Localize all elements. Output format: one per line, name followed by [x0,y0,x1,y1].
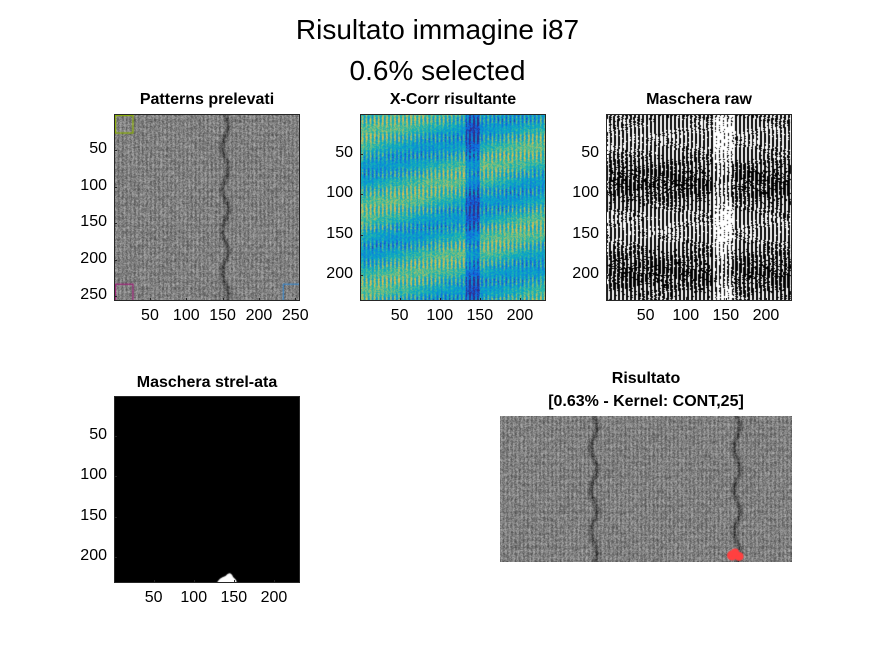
mask-raw-image [607,115,791,300]
y-tick-mark [360,153,363,155]
x-tick-mark [765,298,767,301]
y-tick-mark [114,556,117,558]
y-tick-label: 100 [80,466,107,484]
x-tick-label: 150 [209,307,236,324]
y-tick-mark [114,296,117,298]
y-tick-label: 150 [80,506,107,524]
x-tick-mark [193,580,195,583]
x-tick-mark [725,298,727,301]
y-tick-label: 100 [572,184,599,202]
y-tick-mark [360,194,363,196]
y-tick-label: 200 [80,249,107,267]
x-tick-label: 150 [220,589,248,606]
panel-title-xcorr: X-Corr risultante [389,91,517,108]
x-tick-label: 50 [390,307,409,324]
x-tick-label: 100 [172,307,200,324]
x-tick-label: 50 [144,589,163,606]
y-tick-label: 50 [335,143,353,161]
x-tick-label: 250 [281,307,309,324]
x-tick-mark [273,580,275,583]
x-tick-label: 50 [141,307,159,324]
panel-title-mask-raw: Maschera raw [646,91,752,108]
x-tick-mark [222,298,224,301]
x-tick-mark [645,298,647,301]
x-tick-label: 200 [752,307,780,324]
x-tick-label: 200 [260,589,288,606]
y-tick-label: 150 [326,224,353,242]
xcorr-image [361,115,545,300]
axes-mask-raw [606,114,792,301]
y-tick-mark [606,234,609,236]
axes-patterns [114,114,300,301]
x-tick-label: 200 [245,307,273,324]
y-tick-label: 50 [89,140,107,158]
y-tick-label: 150 [572,224,599,242]
x-tick-mark [399,298,401,301]
y-tick-label: 200 [80,546,107,564]
x-tick-label: 100 [180,589,208,606]
patterns-image [115,115,299,300]
y-tick-mark [114,186,117,188]
x-tick-label: 200 [506,307,534,324]
y-tick-mark [114,476,117,478]
x-tick-label: 100 [672,307,700,324]
y-tick-mark [114,435,117,437]
x-tick-mark [149,298,151,301]
axes-mask-strel [114,396,300,583]
y-tick-mark [360,274,363,276]
y-tick-label: 200 [572,264,599,282]
x-tick-label: 50 [636,307,655,324]
y-tick-mark [114,223,117,225]
x-tick-mark [295,298,297,301]
y-tick-label: 100 [80,176,107,194]
panel-title-result-line2: [0.63% - Kernel: CONT,25] [548,393,744,410]
y-tick-mark [606,274,609,276]
x-tick-label: 150 [466,307,494,324]
y-tick-label: 50 [89,425,107,443]
x-tick-mark [519,298,521,301]
y-tick-label: 200 [326,264,353,282]
y-tick-mark [606,153,609,155]
x-tick-label: 150 [712,307,740,324]
y-tick-mark [114,150,117,152]
mask-strel-image [115,397,299,582]
x-tick-mark [685,298,687,301]
figure-title-line1: Risultato immagine i87 [295,14,580,45]
y-tick-mark [606,194,609,196]
x-tick-mark [233,580,235,583]
x-tick-mark [258,298,260,301]
x-tick-mark [153,580,155,583]
panel-title-patterns: Patterns prelevati [139,91,275,108]
x-tick-mark [439,298,441,301]
panel-title-result-line1: Risultato [611,370,681,387]
result-image [500,416,792,562]
y-tick-label: 250 [80,286,107,304]
axes-xcorr [360,114,546,301]
y-tick-label: 150 [80,213,107,231]
x-tick-mark [479,298,481,301]
figure-title-line2: 0.6% selected [349,55,526,86]
y-tick-mark [114,259,117,261]
y-tick-label: 100 [326,184,353,202]
y-tick-mark [360,234,363,236]
y-tick-label: 50 [581,143,599,161]
x-tick-label: 100 [426,307,454,324]
y-tick-mark [114,516,117,518]
panel-title-mask-strel: Maschera strel-ata [136,374,278,391]
x-tick-mark [186,298,188,301]
axes-result [500,416,792,562]
